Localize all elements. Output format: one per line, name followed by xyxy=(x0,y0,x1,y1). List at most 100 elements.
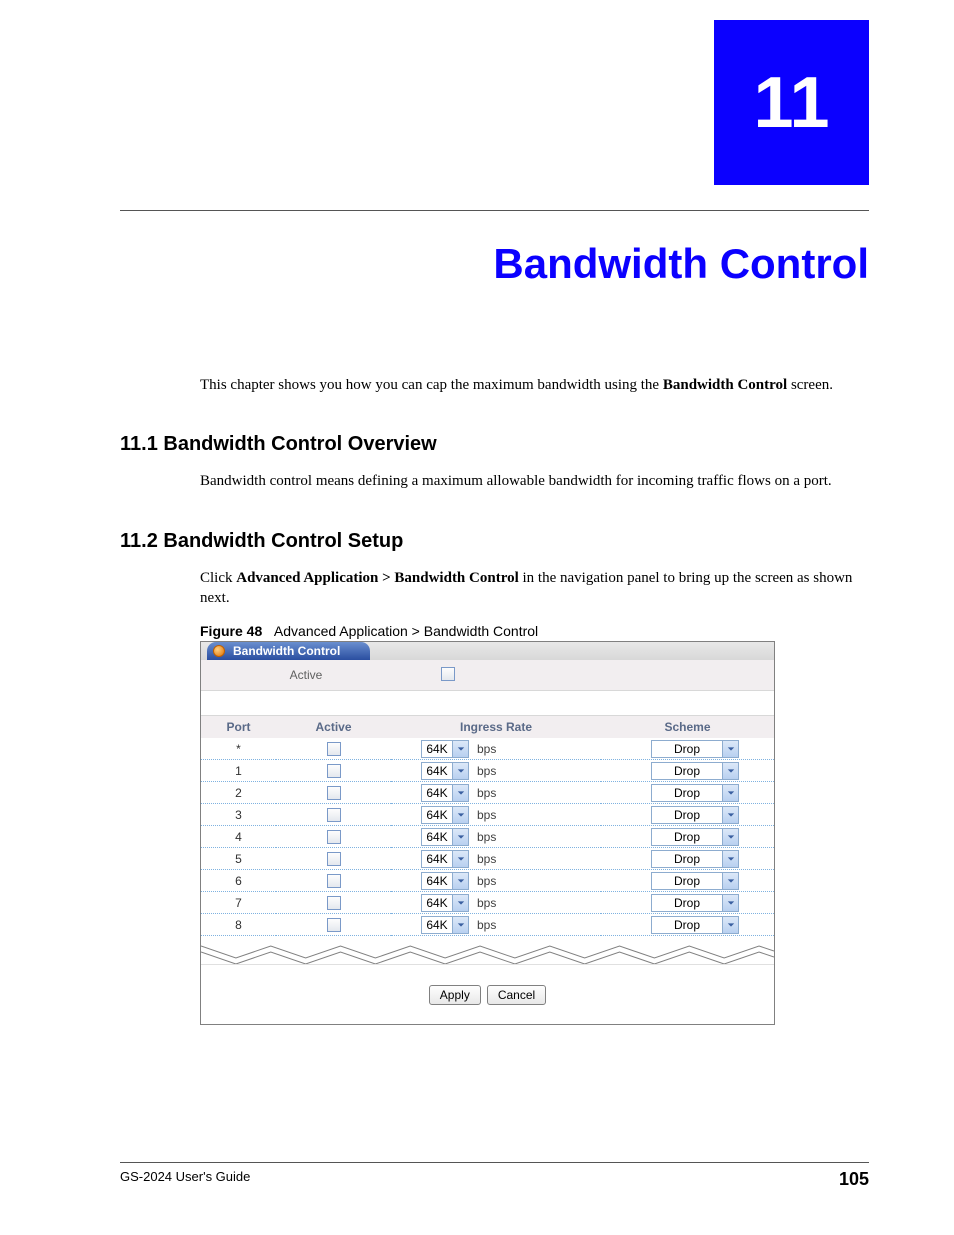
chevron-down-icon xyxy=(722,895,738,911)
apply-button[interactable]: Apply xyxy=(429,985,481,1005)
global-active-checkbox[interactable] xyxy=(441,667,455,681)
footer-page-number: 105 xyxy=(839,1169,869,1190)
cell-rate: 64K bps xyxy=(391,892,601,914)
chevron-down-icon xyxy=(722,785,738,801)
chapter-title: Bandwidth Control xyxy=(120,240,869,288)
cell-port: 4 xyxy=(201,826,276,848)
tab-dot-icon xyxy=(213,645,225,657)
screenshot-titlebar: Bandwidth Control xyxy=(201,642,774,660)
scheme-select[interactable]: Drop xyxy=(651,740,739,758)
chevron-down-icon xyxy=(722,851,738,867)
cell-rate: 64Kbps xyxy=(391,870,601,892)
cell-rate: 64K bps xyxy=(391,782,601,804)
cell-rate: 64Kbps xyxy=(391,914,601,936)
ingress-rate-select[interactable]: 64K xyxy=(421,894,469,912)
row-active-checkbox[interactable] xyxy=(327,764,341,778)
scheme-select[interactable]: Drop xyxy=(651,850,739,868)
row-active-checkbox[interactable] xyxy=(327,874,341,888)
col-header-port: Port xyxy=(201,720,276,734)
row-active-checkbox[interactable] xyxy=(327,742,341,756)
col-header-active: Active xyxy=(276,720,391,734)
section-1-heading: 11.1 Bandwidth Control Overview xyxy=(120,433,869,456)
chevron-down-icon xyxy=(452,829,468,845)
ingress-rate-select[interactable]: 64K xyxy=(421,916,469,934)
cell-active xyxy=(276,826,391,848)
cell-rate: 64K bps xyxy=(391,804,601,826)
rate-unit: bps xyxy=(477,764,496,778)
global-active-label: Active xyxy=(201,668,411,682)
chevron-down-icon xyxy=(452,763,468,779)
button-row: Apply Cancel xyxy=(201,964,774,1024)
scheme-select[interactable]: Drop xyxy=(651,762,739,780)
cell-scheme: Drop xyxy=(601,848,774,870)
rate-unit: bps xyxy=(477,786,496,800)
cell-scheme: Drop xyxy=(601,914,774,936)
section-2-heading: 11.2 Bandwidth Control Setup xyxy=(120,530,869,553)
row-active-checkbox[interactable] xyxy=(327,830,341,844)
table-row: 5 64K bps Drop xyxy=(201,848,774,870)
ingress-rate-select[interactable]: 64K xyxy=(421,762,469,780)
col-header-scheme: Scheme xyxy=(601,720,774,734)
cell-active xyxy=(276,738,391,760)
chevron-down-icon xyxy=(722,873,738,889)
rate-value: 64K xyxy=(422,852,452,866)
screenshot-tab-label: Bandwidth Control xyxy=(233,644,340,658)
rate-unit: bps xyxy=(477,808,496,822)
section-1-body: Bandwidth control means defining a maxim… xyxy=(200,471,869,491)
intro-paragraph: This chapter shows you how you can cap t… xyxy=(200,375,869,395)
cell-port: 5 xyxy=(201,848,276,870)
table-row: 3 64K bps Drop xyxy=(201,804,774,826)
cell-active xyxy=(276,870,391,892)
figure-caption-text: Advanced Application > Bandwidth Control xyxy=(274,623,538,639)
scheme-select[interactable]: Drop xyxy=(651,872,739,890)
rate-value: 64K xyxy=(422,808,452,822)
screenshot-panel: Bandwidth Control Active Port Active Ing… xyxy=(200,641,775,1025)
scheme-value: Drop xyxy=(652,786,722,800)
page: 11 Bandwidth Control This chapter shows … xyxy=(0,0,954,1235)
ingress-rate-select[interactable]: 64K xyxy=(421,740,469,758)
cell-active xyxy=(276,782,391,804)
cell-scheme: Drop xyxy=(601,738,774,760)
row-active-checkbox[interactable] xyxy=(327,918,341,932)
cell-scheme: Drop xyxy=(601,782,774,804)
table-row: 164KbpsDrop xyxy=(201,760,774,782)
cell-port: 3 xyxy=(201,804,276,826)
cell-rate: 64K bps xyxy=(391,826,601,848)
ingress-rate-select[interactable]: 64K xyxy=(421,784,469,802)
intro-text-suffix: screen. xyxy=(787,377,833,393)
table-row: 664KbpsDrop xyxy=(201,870,774,892)
scheme-select[interactable]: Drop xyxy=(651,828,739,846)
rate-value: 64K xyxy=(422,896,452,910)
screenshot-tab[interactable]: Bandwidth Control xyxy=(207,642,370,660)
cancel-button[interactable]: Cancel xyxy=(487,985,546,1005)
chevron-down-icon xyxy=(452,873,468,889)
cell-scheme: Drop xyxy=(601,804,774,826)
cell-rate: 64K bps xyxy=(391,848,601,870)
ingress-rate-select[interactable]: 64K xyxy=(421,872,469,890)
scheme-select[interactable]: Drop xyxy=(651,806,739,824)
row-active-checkbox[interactable] xyxy=(327,896,341,910)
ports-table: Port Active Ingress Rate Scheme *64KbpsD… xyxy=(201,716,774,936)
figure-caption: Figure 48 Advanced Application > Bandwid… xyxy=(200,623,869,639)
chevron-down-icon xyxy=(452,917,468,933)
ingress-rate-select[interactable]: 64K xyxy=(421,850,469,868)
scheme-value: Drop xyxy=(652,742,722,756)
scheme-select[interactable]: Drop xyxy=(651,916,739,934)
cell-active xyxy=(276,804,391,826)
chevron-down-icon xyxy=(722,917,738,933)
title-rule xyxy=(120,210,869,211)
cell-port: 8 xyxy=(201,914,276,936)
row-active-checkbox[interactable] xyxy=(327,786,341,800)
scheme-select[interactable]: Drop xyxy=(651,894,739,912)
scheme-value: Drop xyxy=(652,830,722,844)
rate-unit: bps xyxy=(477,830,496,844)
cell-active xyxy=(276,760,391,782)
rate-value: 64K xyxy=(422,830,452,844)
row-active-checkbox[interactable] xyxy=(327,852,341,866)
ingress-rate-select[interactable]: 64K xyxy=(421,828,469,846)
row-active-checkbox[interactable] xyxy=(327,808,341,822)
rate-unit: bps xyxy=(477,896,496,910)
rate-unit: bps xyxy=(477,852,496,866)
ingress-rate-select[interactable]: 64K xyxy=(421,806,469,824)
scheme-select[interactable]: Drop xyxy=(651,784,739,802)
